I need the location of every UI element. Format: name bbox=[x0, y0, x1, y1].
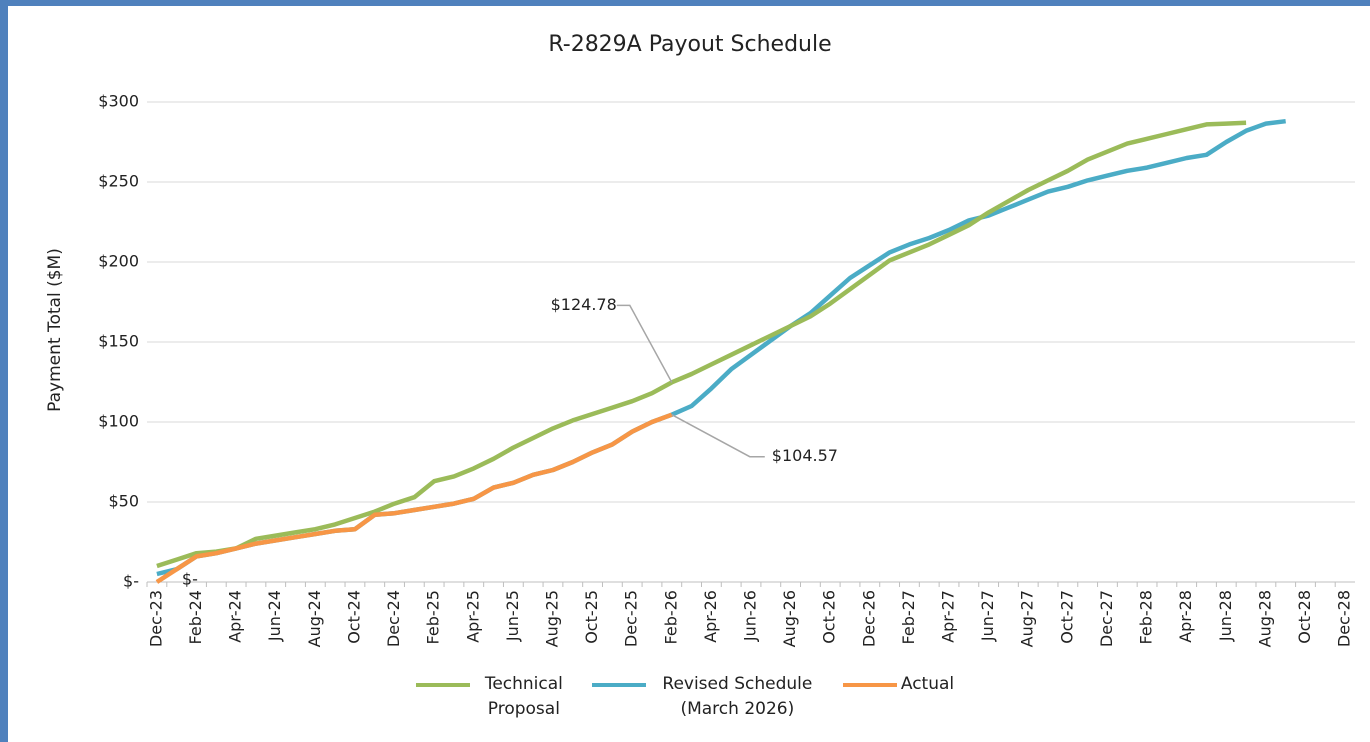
series-line bbox=[156, 118, 1286, 577]
x-tick-label: Dec-28 bbox=[1335, 590, 1354, 647]
legend-label: Revised Schedule (March 2026) bbox=[662, 674, 813, 719]
chart-title: R-2829A Payout Schedule bbox=[548, 32, 831, 57]
x-tick-label: Aug-25 bbox=[542, 590, 561, 647]
legend-item: Technical Proposal bbox=[415, 672, 574, 722]
y-tick-label: $150 bbox=[98, 332, 139, 351]
x-tick-label: Feb-26 bbox=[661, 590, 680, 644]
legend-swatch bbox=[591, 683, 646, 687]
x-tick-label: Apr-27 bbox=[939, 590, 958, 643]
x-tick-label: Jun-24 bbox=[265, 590, 284, 642]
legend-swatch bbox=[842, 683, 897, 687]
x-tick-label: Apr-28 bbox=[1176, 590, 1195, 643]
x-tick-label: Oct-28 bbox=[1295, 590, 1314, 644]
legend-label: Actual bbox=[900, 674, 955, 694]
x-tick-label: Oct-24 bbox=[344, 590, 363, 644]
data-label: $- bbox=[182, 570, 198, 589]
x-tick-label: Jun-25 bbox=[503, 590, 522, 642]
x-tick-label: Jun-27 bbox=[978, 590, 997, 642]
x-tick-label: Feb-25 bbox=[424, 590, 443, 644]
leader-line bbox=[616, 304, 673, 383]
x-tick-label: Apr-26 bbox=[701, 590, 720, 643]
x-tick-label: Aug-26 bbox=[780, 590, 799, 647]
x-tick-label: Dec-23 bbox=[146, 590, 165, 647]
leader-line bbox=[671, 414, 765, 458]
x-tick-label: Jun-26 bbox=[741, 590, 760, 642]
x-tick-label: Feb-27 bbox=[899, 590, 918, 644]
data-label: $104.57 bbox=[772, 446, 838, 465]
y-tick-label: $200 bbox=[98, 252, 139, 271]
x-tick-label: Apr-24 bbox=[226, 590, 245, 643]
x-tick-label: Aug-27 bbox=[1018, 590, 1037, 647]
legend-item: Revised Schedule (March 2026) bbox=[591, 672, 825, 722]
y-tick-label: $100 bbox=[98, 412, 139, 431]
series-line bbox=[156, 120, 1247, 569]
y-tick-label: $50 bbox=[108, 492, 139, 511]
legend-item: Actual bbox=[842, 672, 955, 722]
y-axis-label: Payment Total ($M) bbox=[45, 248, 65, 412]
data-label: $124.78 bbox=[551, 295, 617, 314]
series-line bbox=[155, 412, 673, 584]
y-tick-label: $- bbox=[123, 572, 139, 591]
x-tick-label: Dec-26 bbox=[859, 590, 878, 647]
x-tick-label: Dec-27 bbox=[1097, 590, 1116, 647]
x-tick-label: Oct-26 bbox=[820, 590, 839, 644]
x-tick-label: Jun-28 bbox=[1216, 590, 1235, 642]
x-tick-label: Apr-25 bbox=[463, 590, 482, 643]
x-tick-label: Feb-28 bbox=[1137, 590, 1156, 644]
x-tick-label: Aug-24 bbox=[305, 590, 324, 647]
x-tick-label: Dec-25 bbox=[622, 590, 641, 647]
y-tick-label: $300 bbox=[98, 92, 139, 111]
legend-swatch bbox=[415, 683, 470, 687]
x-tick-label: Feb-24 bbox=[186, 590, 205, 644]
x-tick-label: Aug-28 bbox=[1255, 590, 1274, 647]
legend: Technical Proposal Revised Schedule (Marc… bbox=[0, 672, 1370, 722]
legend-label: Technical Proposal bbox=[484, 674, 563, 719]
y-tick-label: $250 bbox=[98, 172, 139, 191]
x-tick-label: Dec-24 bbox=[384, 590, 403, 647]
x-tick-label: Oct-27 bbox=[1057, 590, 1076, 644]
x-tick-label: Oct-25 bbox=[582, 590, 601, 644]
